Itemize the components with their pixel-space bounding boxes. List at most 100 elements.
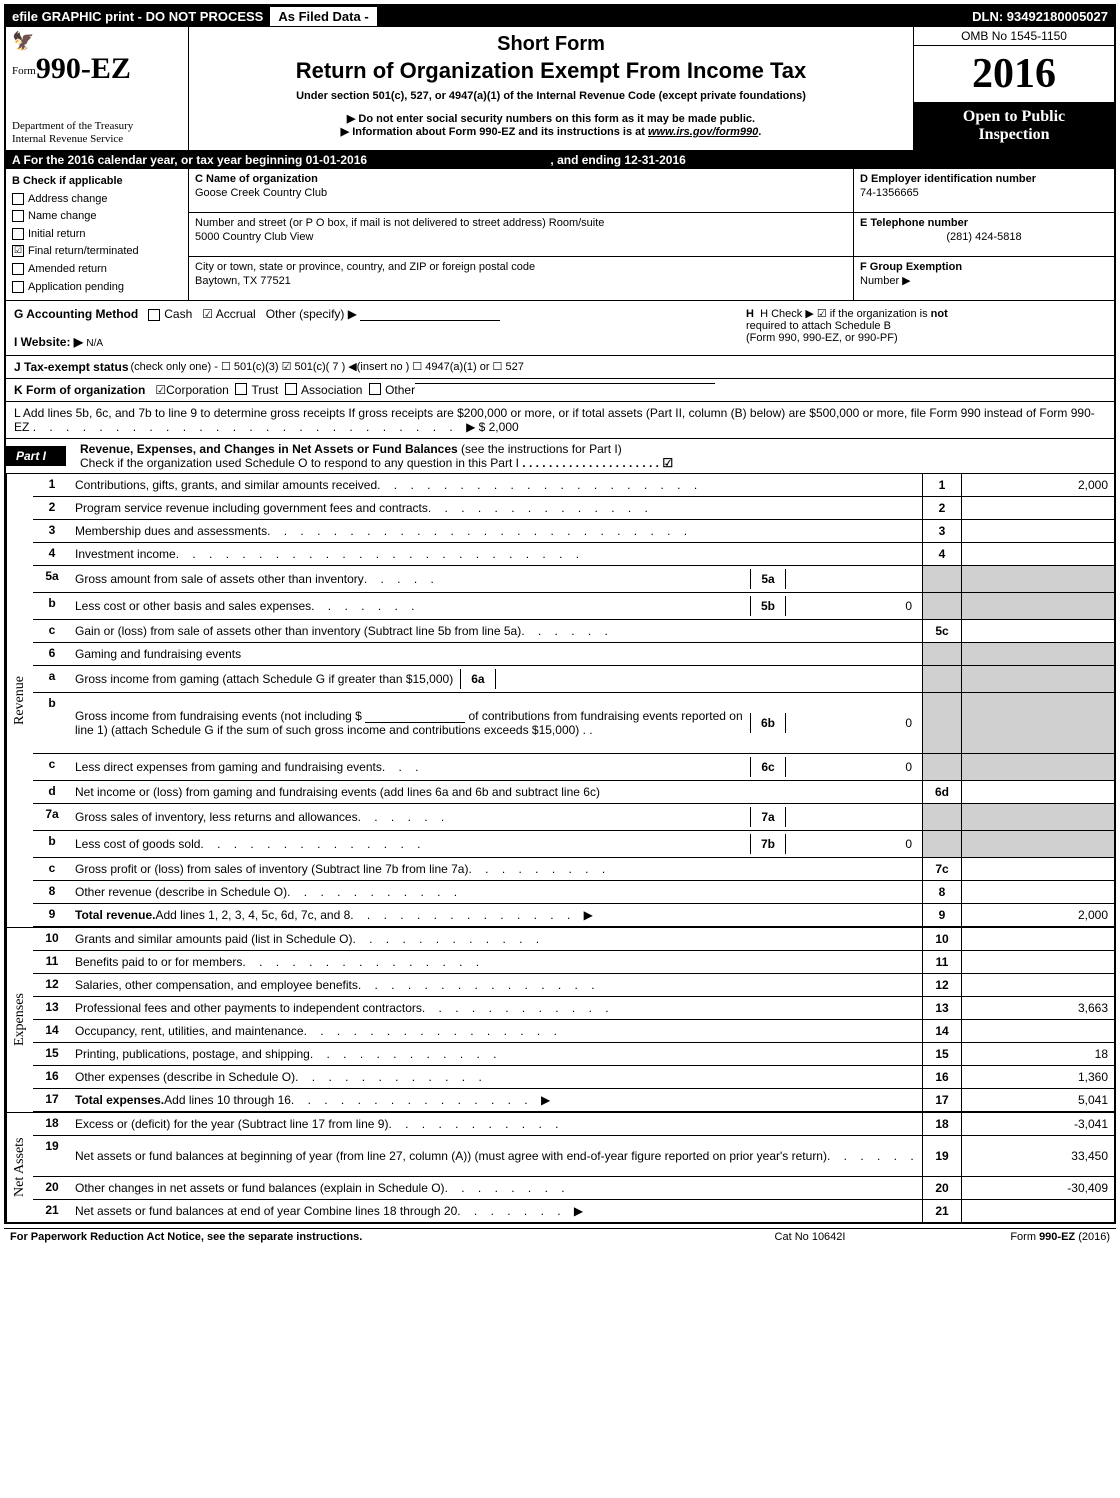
b-name-change-label: Name change [28, 210, 97, 222]
right-num: 5c [922, 620, 961, 642]
line-num: 7a [33, 804, 71, 830]
right-val [961, 520, 1114, 542]
l-row: L Add lines 5b, 6c, and 7b to line 9 to … [6, 402, 1114, 439]
b-addr-change[interactable]: Address change [12, 191, 182, 209]
k-label: K Form of organization [14, 383, 145, 397]
right-num: 20 [922, 1177, 961, 1199]
c-name-label: C Name of organization [195, 172, 847, 186]
dots: . . . . . . . ▶ [457, 1204, 918, 1218]
k-corp-check[interactable]: ☑ [155, 383, 166, 397]
dots: . . . . . . [358, 810, 750, 824]
line-desc-text: Benefits paid to or for members [75, 955, 242, 969]
dots: . . . . . . . . . . . . . . . [358, 978, 918, 992]
line-desc-text: Other revenue (describe in Schedule O) [75, 885, 287, 899]
right-num: 3 [922, 520, 961, 542]
line-desc: Gross profit or (loss) from sales of inv… [71, 858, 922, 880]
checkbox-icon[interactable] [369, 383, 381, 395]
right-val-shaded [961, 804, 1114, 830]
tax-year: 2016 [914, 46, 1114, 102]
dots: . . . . . . . . . . . [388, 1117, 918, 1131]
instr2-link[interactable]: www.irs.gov/form990 [648, 126, 758, 138]
checkbox-icon[interactable] [148, 309, 160, 321]
line-num: 17 [33, 1089, 71, 1111]
line-num: 1 [33, 474, 71, 496]
footer-left: For Paperwork Reduction Act Notice, see … [10, 1231, 710, 1243]
right-val-shaded [961, 693, 1114, 753]
bird-icon: 🦅 [12, 31, 34, 51]
dots: . . . . . . . . . . . . . . . . . . . . … [33, 420, 466, 434]
line-desc-text: Gross sales of inventory, less returns a… [75, 810, 358, 824]
line-18: 18 Excess or (deficit) for the year (Sub… [33, 1113, 1114, 1136]
row-a-pre: A For the 2016 calendar year, or tax yea… [12, 153, 306, 167]
h-line2: required to attach Schedule B [746, 320, 1106, 332]
line-10: 10 Grants and similar amounts paid (list… [33, 928, 1114, 951]
line-desc: Other expenses (describe in Schedule O) … [71, 1066, 922, 1088]
e-value: (281) 424-5818 [860, 230, 1108, 244]
line-desc-text: Program service revenue including govern… [75, 501, 428, 515]
col-cdef-wrap: C Name of organization Goose Creek Count… [189, 169, 1114, 300]
line-desc-text: Other changes in net assets or fund bala… [75, 1181, 445, 1195]
net-assets-section: Net Assets 18 Excess or (deficit) for th… [6, 1112, 1114, 1222]
dots: . . . [382, 760, 750, 774]
right-num: 16 [922, 1066, 961, 1088]
line-desc: Gaming and fundraising events [71, 643, 922, 665]
f-cell: F Group Exemption Number ▶ [854, 257, 1114, 300]
line-desc-text: Add lines 10 through 16 [164, 1093, 291, 1107]
line-7b: b Less cost of goods sold . . . . . . . … [33, 831, 1114, 858]
b-name-change[interactable]: Name change [12, 208, 182, 226]
line-desc: Total expenses. Add lines 10 through 16 … [71, 1089, 922, 1111]
checkbox-icon[interactable] [235, 383, 247, 395]
right-val: 5,041 [961, 1089, 1114, 1111]
line-13: 13 Professional fees and other payments … [33, 997, 1114, 1020]
instr2-pre: Information about Form 990-EZ and its in… [352, 126, 648, 138]
b-final[interactable]: ☑Final return/terminated [12, 243, 182, 261]
h-text1-pre: H [746, 308, 754, 320]
checkbox-checked-icon[interactable]: ☑ [202, 307, 213, 321]
line-num: 6 [33, 643, 71, 665]
b-addr-change-label: Address change [28, 193, 108, 205]
form-990ez: Form990-EZ [12, 52, 182, 86]
checkbox-icon[interactable] [285, 383, 297, 395]
h-text1: H Check ▶ ☑ if the organization is [760, 308, 931, 320]
c-name-value: Goose Creek Country Club [195, 186, 847, 200]
line-desc-text: Less direct expenses from gaming and fun… [75, 760, 382, 774]
line-desc: Net assets or fund balances at end of ye… [71, 1200, 922, 1222]
line-num: 5a [33, 566, 71, 592]
b-app-pending[interactable]: Application pending [12, 279, 182, 297]
right-num-shaded [922, 643, 961, 665]
d-cell: D Employer identification number 74-1356… [854, 169, 1114, 213]
dots: . . . . . . . . . . . . . . [428, 501, 918, 515]
checkbox-icon [12, 281, 24, 293]
line-desc-pre: Gross income from fundraising events (no… [75, 709, 365, 723]
g-accrual: Accrual [216, 307, 256, 321]
line-6b: b Gross income from fundraising events (… [33, 693, 1114, 754]
i-line: I Website: ▶ N/A [14, 335, 730, 349]
b-amended[interactable]: Amended return [12, 261, 182, 279]
line-num: 3 [33, 520, 71, 542]
line-desc-text: Other expenses (describe in Schedule O) [75, 1070, 295, 1084]
line-num: 2 [33, 497, 71, 519]
line-desc-text: Salaries, other compensation, and employ… [75, 978, 358, 992]
line-5a: 5a Gross amount from sale of assets othe… [33, 566, 1114, 593]
line-6a: a Gross income from gaming (attach Sched… [33, 666, 1114, 693]
form-number-cell: 🦅 Form990-EZ Department of the Treasury … [6, 27, 189, 150]
line-14: 14 Occupancy, rent, utilities, and maint… [33, 1020, 1114, 1043]
inline-num: 5a [750, 569, 786, 589]
expenses-side-label: Expenses [6, 928, 33, 1112]
line-desc: Salaries, other compensation, and employ… [71, 974, 922, 996]
part-i-title-text: Revenue, Expenses, and Changes in Net As… [80, 442, 458, 456]
dots: . . . . . . . . . . . . . . [200, 837, 750, 851]
right-num: 6d [922, 781, 961, 803]
inline-num: 7b [750, 834, 786, 854]
dots: . . . . . . . . . . . . . . ▶ [350, 908, 918, 922]
line-5c: c Gain or (loss) from sale of assets oth… [33, 620, 1114, 643]
instr-2: ▶ Information about Form 990-EZ and its … [199, 125, 903, 138]
dots: . . . . . . . . . . . . [310, 1047, 918, 1061]
line-21: 21 Net assets or fund balances at end of… [33, 1200, 1114, 1222]
right-val: 18 [961, 1043, 1114, 1065]
f-label2: Number ▶ [860, 275, 911, 287]
b-initial[interactable]: Initial return [12, 226, 182, 244]
part-i-check-marker[interactable]: ☑ [662, 456, 673, 470]
b-amended-label: Amended return [28, 263, 107, 275]
line-7a: 7a Gross sales of inventory, less return… [33, 804, 1114, 831]
